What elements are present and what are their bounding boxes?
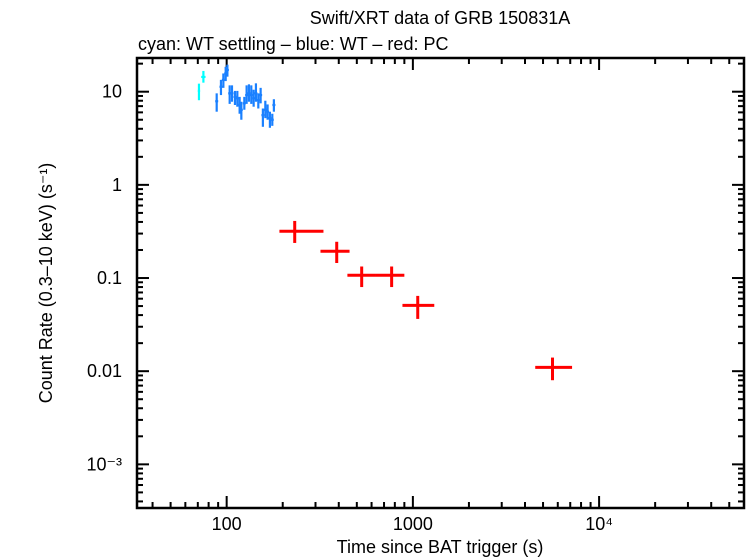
chart-title: Swift/XRT data of GRB 150831A <box>310 8 570 28</box>
plot-frame <box>135 56 746 510</box>
data-point-wt <box>239 101 243 120</box>
axis-ticks <box>137 58 745 508</box>
y-tick-label: 1 <box>112 175 122 195</box>
data-point-pc <box>279 220 324 243</box>
data-point-pc <box>347 266 376 288</box>
y-tick-label: 0.01 <box>87 361 122 381</box>
data-point-wt <box>268 111 272 128</box>
data-point-wt <box>235 90 239 107</box>
data-point-wt <box>261 108 265 127</box>
x-axis-label: Time since BAT trigger (s) <box>337 537 544 557</box>
data-point-wt <box>219 79 223 96</box>
data-point-pc <box>402 295 435 319</box>
y-axis-label: Count Rate (0.3–10 keV) (s⁻¹) <box>36 163 56 404</box>
data-point-wt <box>252 89 256 107</box>
data-points <box>197 64 573 381</box>
data-point-wt <box>270 113 274 126</box>
data-point-wt <box>247 84 251 102</box>
data-point-wt <box>233 90 237 105</box>
data-point-wt <box>242 96 246 110</box>
data-point-wt <box>249 85 253 104</box>
data-point-wt <box>225 64 229 77</box>
x-tick-label: 100 <box>212 514 242 534</box>
data-point-wt <box>254 83 258 102</box>
data-point-wt <box>272 99 276 112</box>
data-point-pc <box>375 266 405 288</box>
data-point-wt <box>259 87 263 104</box>
data-point-wt <box>263 100 267 119</box>
data-point-wt <box>266 104 270 120</box>
data-point-wt-settling <box>201 70 206 83</box>
data-point-pc <box>320 241 350 263</box>
data-point-wt-settling <box>197 83 201 101</box>
tick-labels: 100 1000 10⁴ 10 1 0.1 0.01 10⁻³ <box>86 82 613 534</box>
x-tick-label: 10⁴ <box>585 514 613 534</box>
x-tick-label: 1000 <box>393 514 433 534</box>
data-point-wt <box>245 85 249 104</box>
chart-subtitle: cyan: WT settling – blue: WT – red: PC <box>138 34 448 54</box>
data-point-wt <box>215 93 219 112</box>
data-point-wt <box>256 93 260 109</box>
y-tick-label: 0.1 <box>97 268 122 288</box>
data-point-wt <box>230 85 234 102</box>
data-point-pc <box>535 357 573 381</box>
data-point-wt <box>221 73 225 88</box>
y-tick-label: 10⁻³ <box>86 454 122 474</box>
data-point-wt <box>228 85 232 104</box>
y-tick-label: 10 <box>102 82 122 102</box>
